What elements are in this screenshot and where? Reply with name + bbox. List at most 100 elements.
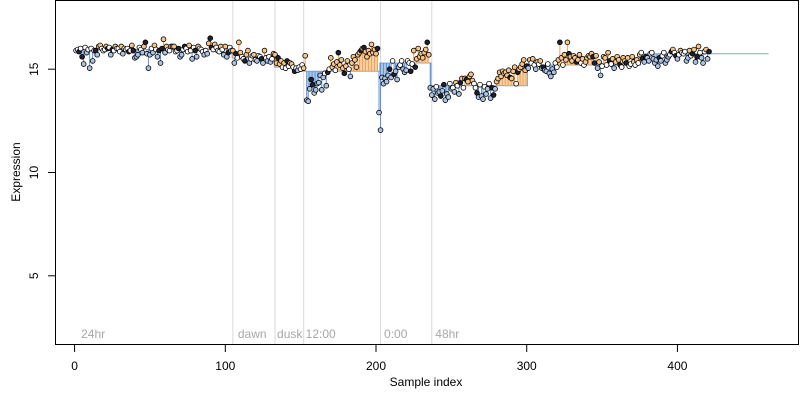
data-point-405 xyxy=(682,48,688,55)
data-point-414 xyxy=(695,43,702,50)
data-point-228 xyxy=(415,45,422,52)
data-point-261 xyxy=(465,78,471,85)
data-point-175 xyxy=(335,49,342,56)
data-point-153 xyxy=(302,52,308,59)
data-point-292 xyxy=(511,64,518,70)
plot-frame xyxy=(55,0,799,345)
data-point-125 xyxy=(260,60,266,66)
data-point-383 xyxy=(649,49,655,56)
data-point-279 xyxy=(492,86,498,92)
data-point-352 xyxy=(602,55,608,61)
data-point-325 xyxy=(561,51,568,58)
data-point-322 xyxy=(557,39,563,46)
data-point-367 xyxy=(624,55,631,61)
data-point-100 xyxy=(222,43,229,50)
data-point-244 xyxy=(439,88,446,94)
data-point-271 xyxy=(480,96,486,102)
data-point-164 xyxy=(318,87,325,93)
data-point-170 xyxy=(327,55,334,61)
annotation-label-2: dusk xyxy=(277,327,303,341)
data-point-252 xyxy=(451,89,458,95)
data-point-187 xyxy=(353,64,360,70)
data-point-349 xyxy=(597,72,604,79)
x-tick-label-3: 300 xyxy=(517,359,537,373)
x-tick-label-4: 400 xyxy=(667,359,687,373)
data-point-76 xyxy=(186,42,192,49)
data-point-157 xyxy=(308,76,315,83)
data-points xyxy=(73,35,712,133)
data-point-209 xyxy=(386,66,393,72)
data-point-320 xyxy=(554,64,560,70)
data-point-345 xyxy=(591,60,598,66)
data-point-4 xyxy=(77,45,84,52)
data-point-326 xyxy=(563,57,569,63)
data-point-55 xyxy=(154,53,161,60)
data-point-411 xyxy=(691,46,697,53)
data-point-160 xyxy=(312,87,319,93)
data-point-275 xyxy=(486,80,492,87)
data-point-203 xyxy=(377,127,384,133)
data-point-115 xyxy=(245,47,251,54)
data-point-245 xyxy=(441,81,447,88)
data-point-109 xyxy=(236,39,242,46)
data-point-387 xyxy=(655,63,661,69)
period-annotations: 24hr dawn dusk 12:00 0:00 48hr xyxy=(81,327,459,341)
data-point-207 xyxy=(383,78,390,85)
y-tick-label-2: 15 xyxy=(27,62,41,76)
data-point-269 xyxy=(477,81,483,88)
data-point-217 xyxy=(398,58,405,64)
data-point-301 xyxy=(525,65,532,71)
data-point-309 xyxy=(537,58,544,64)
data-point-370 xyxy=(629,53,636,60)
data-point-12 xyxy=(89,58,96,64)
data-point-220 xyxy=(403,67,409,74)
data-point-381 xyxy=(645,58,652,64)
data-point-38 xyxy=(129,42,135,49)
data-point-182 xyxy=(346,66,352,72)
data-point-316 xyxy=(548,73,554,80)
data-point-233 xyxy=(422,46,429,53)
data-point-278 xyxy=(490,92,497,98)
data-point-119 xyxy=(251,51,257,58)
data-point-131 xyxy=(269,56,275,62)
annotation-label-4: 0:00 xyxy=(384,327,408,341)
data-point-266 xyxy=(472,84,479,91)
data-point-66 xyxy=(171,43,177,50)
data-point-214 xyxy=(394,76,400,83)
data-point-186 xyxy=(352,57,358,63)
data-point-201 xyxy=(374,45,381,52)
data-point-324 xyxy=(560,62,566,68)
data-point-202 xyxy=(376,109,382,116)
data-point-39 xyxy=(130,47,137,54)
data-point-327 xyxy=(564,39,571,46)
data-point-162 xyxy=(315,79,322,86)
data-point-156 xyxy=(306,86,313,92)
annotation-label-3: 12:00 xyxy=(306,327,336,341)
data-point-234 xyxy=(424,39,431,46)
data-point-58 xyxy=(159,45,165,52)
data-point-258 xyxy=(460,84,467,91)
x-axis: 0 100 200 300 400 xyxy=(71,345,688,373)
data-point-5 xyxy=(79,53,85,60)
data-point-361 xyxy=(615,57,622,63)
data-point-415 xyxy=(697,49,703,56)
data-point-358 xyxy=(611,65,617,71)
x-tick-label-1: 100 xyxy=(215,359,235,373)
data-point-80 xyxy=(192,47,198,54)
data-point-213 xyxy=(392,68,399,75)
data-point-108 xyxy=(234,55,241,61)
data-point-183 xyxy=(347,73,354,80)
data-point-249 xyxy=(447,80,453,87)
data-point-391 xyxy=(661,49,667,56)
data-point-59 xyxy=(160,36,167,43)
data-point-288 xyxy=(505,67,512,74)
annotation-label-0: 24hr xyxy=(81,327,105,341)
data-point-181 xyxy=(344,58,351,64)
data-point-223 xyxy=(407,68,414,75)
data-point-155 xyxy=(305,98,311,105)
data-point-237 xyxy=(428,92,435,98)
data-point-318 xyxy=(551,69,557,76)
data-point-298 xyxy=(520,57,527,63)
y-axis: 5 10 15 xyxy=(27,62,55,279)
data-point-293 xyxy=(513,80,519,87)
